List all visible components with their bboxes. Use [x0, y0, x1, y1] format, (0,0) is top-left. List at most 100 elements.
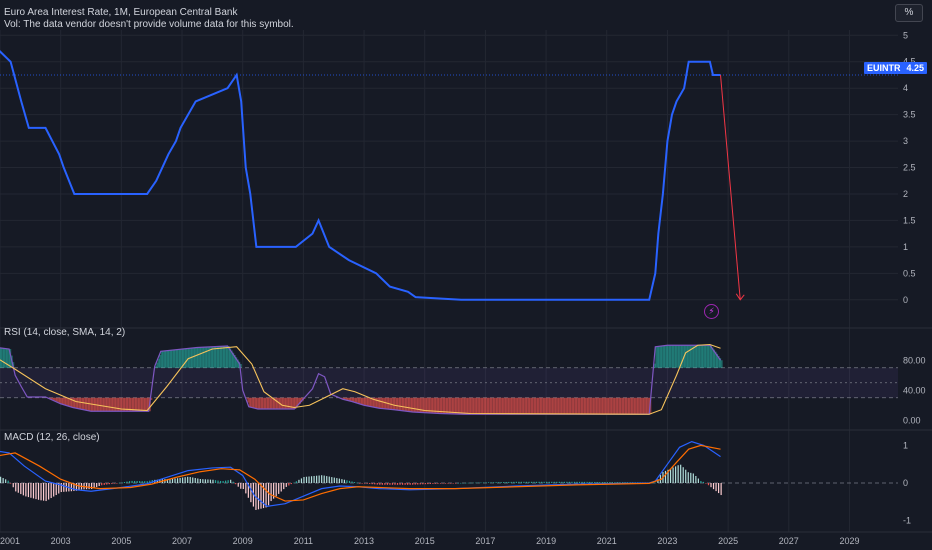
macd-histogram-bar — [439, 483, 442, 484]
rsi-oversold-fill — [617, 397, 620, 415]
rsi-overbought-fill — [656, 346, 659, 368]
macd-histogram-bar — [616, 482, 619, 483]
rsi-oversold-fill — [260, 397, 264, 409]
rsi-overbought-fill — [694, 345, 697, 368]
macd-histogram-bar — [599, 481, 601, 483]
rsi-overbought-fill — [209, 346, 212, 368]
macd-histogram-bar — [113, 483, 115, 484]
rsi-oversold-fill — [558, 397, 561, 415]
macd-histogram-bar — [629, 482, 631, 483]
macd-histogram-bar — [568, 481, 571, 483]
rsi-oversold-fill — [271, 397, 274, 409]
rsi-oversold-fill — [63, 397, 66, 405]
macd-histogram-bar — [632, 482, 634, 483]
rsi-oversold-fill — [435, 397, 438, 414]
rsi-oversold-fill — [623, 397, 626, 415]
macd-histogram-bar — [247, 483, 249, 498]
rsi-overbought-fill — [180, 349, 183, 368]
rsi-oversold-fill — [442, 397, 446, 414]
rsi-oversold-fill — [142, 397, 145, 412]
macd-histogram-bar — [348, 480, 351, 483]
macd-histogram-bar — [601, 482, 603, 483]
macd-histogram-bar — [578, 481, 581, 483]
macd-histogram-bar — [25, 483, 27, 497]
rsi-oversold-fill — [508, 397, 511, 415]
macd-histogram-bar — [581, 481, 583, 483]
rsi-oversold-fill — [294, 397, 297, 409]
rsi-overbought-fill — [159, 355, 162, 368]
rsi-overbought-fill — [207, 346, 210, 368]
macd-histogram-bar — [202, 479, 204, 483]
macd-histogram-bar — [288, 483, 290, 486]
macd-histogram-bar — [55, 483, 57, 496]
rsi-overbought-fill — [673, 345, 676, 368]
rsi-overbought-fill — [693, 345, 696, 368]
rsi-oversold-fill — [626, 397, 629, 415]
rsi-oversold-fill — [401, 397, 405, 411]
macd-histogram-bar — [222, 481, 224, 483]
rsi-oversold-fill — [247, 397, 250, 403]
rsi-oversold-fill — [297, 397, 300, 406]
rsi-oversold-fill — [641, 397, 644, 415]
macd-histogram-bar — [285, 483, 287, 487]
macd-histogram-bar — [91, 483, 93, 490]
macd-histogram-bar — [184, 477, 186, 483]
rsi-oversold-fill — [606, 397, 609, 415]
rsi-oversold-fill — [414, 397, 417, 413]
rsi-oversold-fill — [526, 397, 529, 415]
macd-histogram-bar — [707, 483, 710, 486]
macd-histogram-bar — [697, 478, 699, 483]
y-tick-label: 0.5 — [903, 268, 916, 278]
rsi-overbought-fill — [667, 345, 670, 368]
rsi-oversold-fill — [136, 397, 139, 412]
macd-histogram-bar — [227, 480, 229, 483]
macd-histogram-bar — [358, 483, 361, 484]
rsi-overbought-fill — [705, 345, 708, 368]
macd-histogram-bar — [118, 482, 121, 484]
macd-histogram-bar — [27, 483, 30, 498]
rsi-oversold-fill — [248, 397, 251, 407]
rsi-oversold-fill — [368, 397, 371, 407]
rsi-oversold-fill — [415, 397, 418, 413]
y-tick-label: 4 — [903, 83, 908, 93]
rsi-oversold-fill — [356, 397, 359, 403]
flash-icon[interactable]: ⚡ — [704, 304, 719, 319]
macd-histogram-bar — [50, 483, 52, 499]
rsi-overbought-fill — [688, 345, 691, 368]
rsi-oversold-fill — [418, 397, 421, 413]
macd-histogram-bar — [505, 481, 507, 483]
rsi-overbought-fill — [662, 345, 665, 368]
rsi-oversold-fill — [597, 397, 600, 415]
rsi-overbought-fill — [192, 347, 195, 368]
macd-histogram-bar — [270, 483, 272, 502]
macd-histogram-bar — [490, 482, 492, 483]
macd-histogram-bar — [273, 483, 275, 499]
macd-histogram-bar — [126, 481, 128, 483]
macd-histogram-bar — [667, 469, 669, 483]
rsi-overbought-fill — [172, 350, 176, 368]
rsi-oversold-fill — [535, 397, 538, 415]
rsi-oversold-fill — [138, 397, 141, 412]
macd-histogram-bar — [500, 482, 502, 483]
rsi-oversold-fill — [380, 397, 383, 409]
rsi-overbought-fill — [204, 347, 207, 368]
macd-histogram-bar — [525, 481, 528, 483]
macd-histogram-bar — [326, 476, 328, 483]
rsi-overbought-fill — [233, 355, 236, 368]
macd-histogram-bar — [250, 483, 252, 503]
macd-histogram-bar — [606, 482, 608, 483]
unit-badge[interactable]: % — [895, 4, 923, 22]
macd-histogram-bar — [427, 483, 429, 485]
rsi-oversold-fill — [283, 397, 286, 409]
macd-histogram-bar — [492, 482, 495, 483]
macd-histogram-bar — [98, 483, 100, 487]
rsi-oversold-fill — [141, 397, 144, 412]
macd-histogram-bar — [472, 482, 474, 484]
x-tick-label: 2021 — [597, 536, 617, 546]
rsi-overbought-fill — [160, 351, 163, 368]
macd-histogram-bar — [434, 483, 437, 484]
macd-histogram-bar — [96, 483, 98, 488]
rsi-oversold-fill — [394, 397, 397, 410]
rsi-oversold-fill — [245, 397, 248, 399]
rsi-oversold-fill — [611, 397, 614, 415]
